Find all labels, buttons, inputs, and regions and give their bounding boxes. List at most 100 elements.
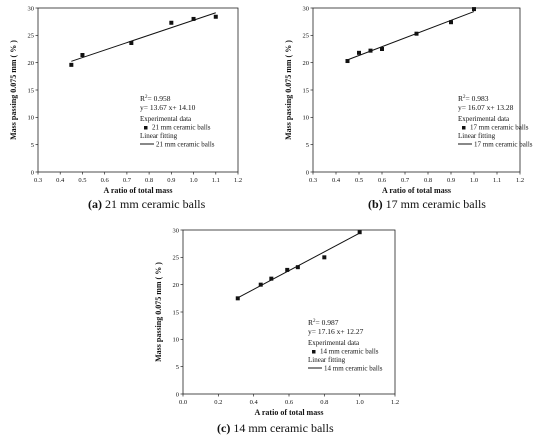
r-squared-value: = 0.958 <box>148 94 171 103</box>
legend-fit-title: Linear fitting <box>308 356 346 364</box>
y-axis-label: Mass passing 0.075 mm ( % ) <box>9 40 18 140</box>
y-tick-label: 10 <box>303 115 310 122</box>
legend-series-name: 14 mm ceramic balls <box>320 348 379 356</box>
r-squared-superscript: 2 <box>313 319 316 324</box>
caption-a-label: (a) <box>88 197 102 211</box>
data-point <box>169 20 174 25</box>
x-tick-label: 0.8 <box>424 177 432 184</box>
data-point <box>380 47 384 51</box>
x-tick-label: 0.4 <box>250 399 259 406</box>
x-tick-label: 0.5 <box>78 177 86 184</box>
x-tick-label: 1.1 <box>493 177 501 184</box>
legend-point-marker <box>144 126 148 130</box>
y-tick-label: 20 <box>303 60 310 67</box>
caption-b-label: (b) <box>368 197 383 211</box>
y-tick-label: 0 <box>176 391 179 398</box>
data-point <box>213 14 218 19</box>
data-point <box>357 230 362 235</box>
y-tick-label: 20 <box>28 60 35 67</box>
caption-b-text: 17 mm ceramic balls <box>385 197 486 211</box>
chart-panel-c: 0.0 0.2 0.4 0.6 0.8 1.0 1.2 0 5 10 15 20 25 30 A ratio… <box>150 218 425 418</box>
x-tick-label: 0.3 <box>309 177 317 184</box>
legend-experimental-title: Experimental data <box>140 115 192 123</box>
r-squared-value: = 0.983 <box>466 94 489 103</box>
chart-c-svg: 0.0 0.2 0.4 0.6 0.8 1.0 1.2 0 5 10 15 20 25 30 A ratio… <box>154 227 399 417</box>
data-point <box>322 255 327 260</box>
data-point <box>235 296 240 301</box>
data-point <box>357 50 361 55</box>
caption-a-text: 21 mm ceramic balls <box>105 197 206 211</box>
r-squared-label: R2= 0.983 <box>458 94 489 103</box>
data-point <box>69 62 74 67</box>
y-tick-label: 15 <box>173 309 180 316</box>
x-tick-label: 1.1 <box>212 177 220 184</box>
y-tick-label: 5 <box>176 364 179 371</box>
data-point <box>258 282 263 287</box>
x-tick-label: 1.2 <box>391 399 399 406</box>
y-tick-label: 5 <box>306 142 309 149</box>
x-tick-label: 1.2 <box>516 177 524 184</box>
y-tick-label: 15 <box>303 87 310 94</box>
caption-c-text: 14 mm ceramic balls <box>233 421 334 435</box>
caption-b: (b) 17 mm ceramic balls <box>368 197 486 212</box>
r-squared-value: = 0.987 <box>316 318 339 327</box>
y-tick-label: 25 <box>28 33 35 40</box>
y-tick-label: 25 <box>303 33 310 40</box>
data-point <box>295 265 300 270</box>
x-tick-label: 0.4 <box>56 177 65 184</box>
r-squared-superscript: 2 <box>463 95 466 100</box>
r-squared-superscript: 2 <box>145 95 148 100</box>
data-point <box>285 267 290 272</box>
data-point <box>472 7 476 12</box>
caption-c-label: (c) <box>217 421 231 435</box>
data-point <box>414 31 419 36</box>
legend-fit-series-name: 17 mm ceramic balls <box>474 141 533 149</box>
y-tick-label: 0 <box>306 169 309 176</box>
legend-point-marker <box>462 126 466 130</box>
data-point <box>269 276 274 281</box>
legend-series-name: 17 mm ceramic balls <box>470 124 529 132</box>
x-tick-label: 0.6 <box>378 177 387 184</box>
x-tick-label: 0.9 <box>167 177 175 184</box>
data-point <box>368 48 373 53</box>
x-tick-label: 0.5 <box>355 177 363 184</box>
y-tick-label: 30 <box>173 227 180 234</box>
chart-panel-b: 0.3 0.4 0.5 0.6 0.7 0.8 0.9 1.0 1.1 1.2 0 5 10 15 20 25… <box>275 0 550 200</box>
y-tick-label: 0 <box>31 169 34 176</box>
y-tick-label: 15 <box>28 87 35 94</box>
x-tick-label: 0.7 <box>401 177 410 184</box>
y-tick-label: 20 <box>173 282 180 289</box>
data-point <box>345 59 350 64</box>
chart-b-svg: 0.3 0.4 0.5 0.6 0.7 0.8 0.9 1.0 1.1 1.2 0 5 10 15 20 25… <box>284 5 533 195</box>
x-axis-label: A ratio of total mass <box>104 186 173 195</box>
legend-fit-series-name: 21 mm ceramic balls <box>156 141 215 149</box>
y-tick-label: 10 <box>28 115 35 122</box>
legend-fit-title: Linear fitting <box>140 132 178 140</box>
chart-panel-a: 0.3 0.4 0.5 0.6 0.7 0.8 0.9 1.0 1.1 1.2 0 5 10 15 20 25… <box>0 0 275 200</box>
x-tick-label: 0.7 <box>123 177 132 184</box>
y-tick-label: 25 <box>173 255 180 262</box>
y-tick-label: 30 <box>303 5 310 12</box>
caption-c: (c) 14 mm ceramic balls <box>217 421 334 436</box>
x-tick-label: 1.2 <box>234 177 242 184</box>
legend-fit-title: Linear fitting <box>458 132 496 140</box>
x-tick-label: 1.0 <box>470 177 478 184</box>
y-axis-label: Mass passing 0.075 mm ( % ) <box>284 40 293 140</box>
caption-a: (a) 21 mm ceramic balls <box>88 197 205 212</box>
x-tick-label: 0.9 <box>447 177 455 184</box>
data-point <box>80 53 85 58</box>
x-tick-label: 0.6 <box>101 177 110 184</box>
legend-experimental-title: Experimental data <box>458 115 510 123</box>
fit-equation: y= 16.07 x+ 13.28 <box>458 103 514 112</box>
x-tick-label: 0.0 <box>179 399 187 406</box>
linear-fit-line <box>347 11 475 61</box>
x-tick-label: 0.2 <box>214 399 222 406</box>
x-tick-label: 0.3 <box>34 177 42 184</box>
x-tick-label: 0.4 <box>332 177 341 184</box>
legend-point-marker <box>312 350 316 354</box>
y-tick-label: 30 <box>28 5 35 12</box>
legend-series-name: 21 mm ceramic balls <box>152 124 211 132</box>
data-point <box>449 20 453 25</box>
legend-fit-series-name: 14 mm ceramic balls <box>324 365 383 373</box>
y-axis-label: Mass passing 0.075 mm ( % ) <box>154 262 163 362</box>
